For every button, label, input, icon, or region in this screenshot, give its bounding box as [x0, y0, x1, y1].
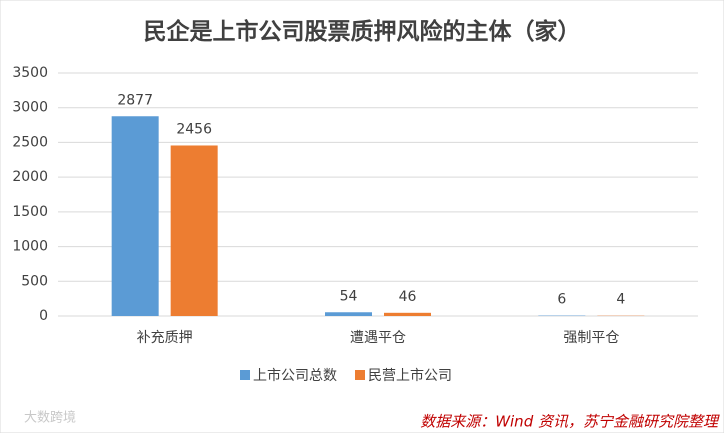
data-label: 54 — [340, 288, 358, 304]
bar — [111, 116, 159, 316]
y-tick-label: 1000 — [12, 239, 48, 255]
watermark: 大数跨境 — [24, 411, 76, 426]
legend-swatch — [355, 370, 365, 380]
legend-label: 民营上市公司 — [368, 367, 452, 384]
y-tick-label: 0 — [39, 308, 48, 324]
chart-title: 民企是上市公司股票质押风险的主体（家） — [144, 18, 581, 45]
source-note: 数据来源：Wind 资讯，苏宁金融研究院整理 — [420, 413, 720, 431]
legend-label: 上市公司总数 — [253, 367, 337, 384]
bar — [325, 312, 372, 316]
y-tick-label: 1500 — [12, 204, 48, 220]
y-tick-label: 2000 — [12, 169, 48, 185]
data-label: 4 — [616, 292, 625, 308]
y-tick-label: 3000 — [12, 100, 48, 116]
bar — [384, 312, 431, 316]
y-tick-label: 2500 — [12, 134, 48, 150]
bar — [170, 145, 218, 316]
y-tick-label: 3500 — [12, 65, 48, 81]
x-tick-label: 遭遇平仓 — [350, 330, 406, 346]
legend-swatch — [240, 370, 250, 380]
data-label: 46 — [399, 289, 417, 305]
data-label: 6 — [557, 292, 566, 308]
y-tick-label: 500 — [21, 273, 48, 289]
x-tick-label: 强制平仓 — [563, 330, 619, 346]
data-label: 2877 — [117, 92, 153, 108]
data-label: 2456 — [176, 121, 212, 137]
x-tick-label: 补充质押 — [137, 330, 193, 346]
